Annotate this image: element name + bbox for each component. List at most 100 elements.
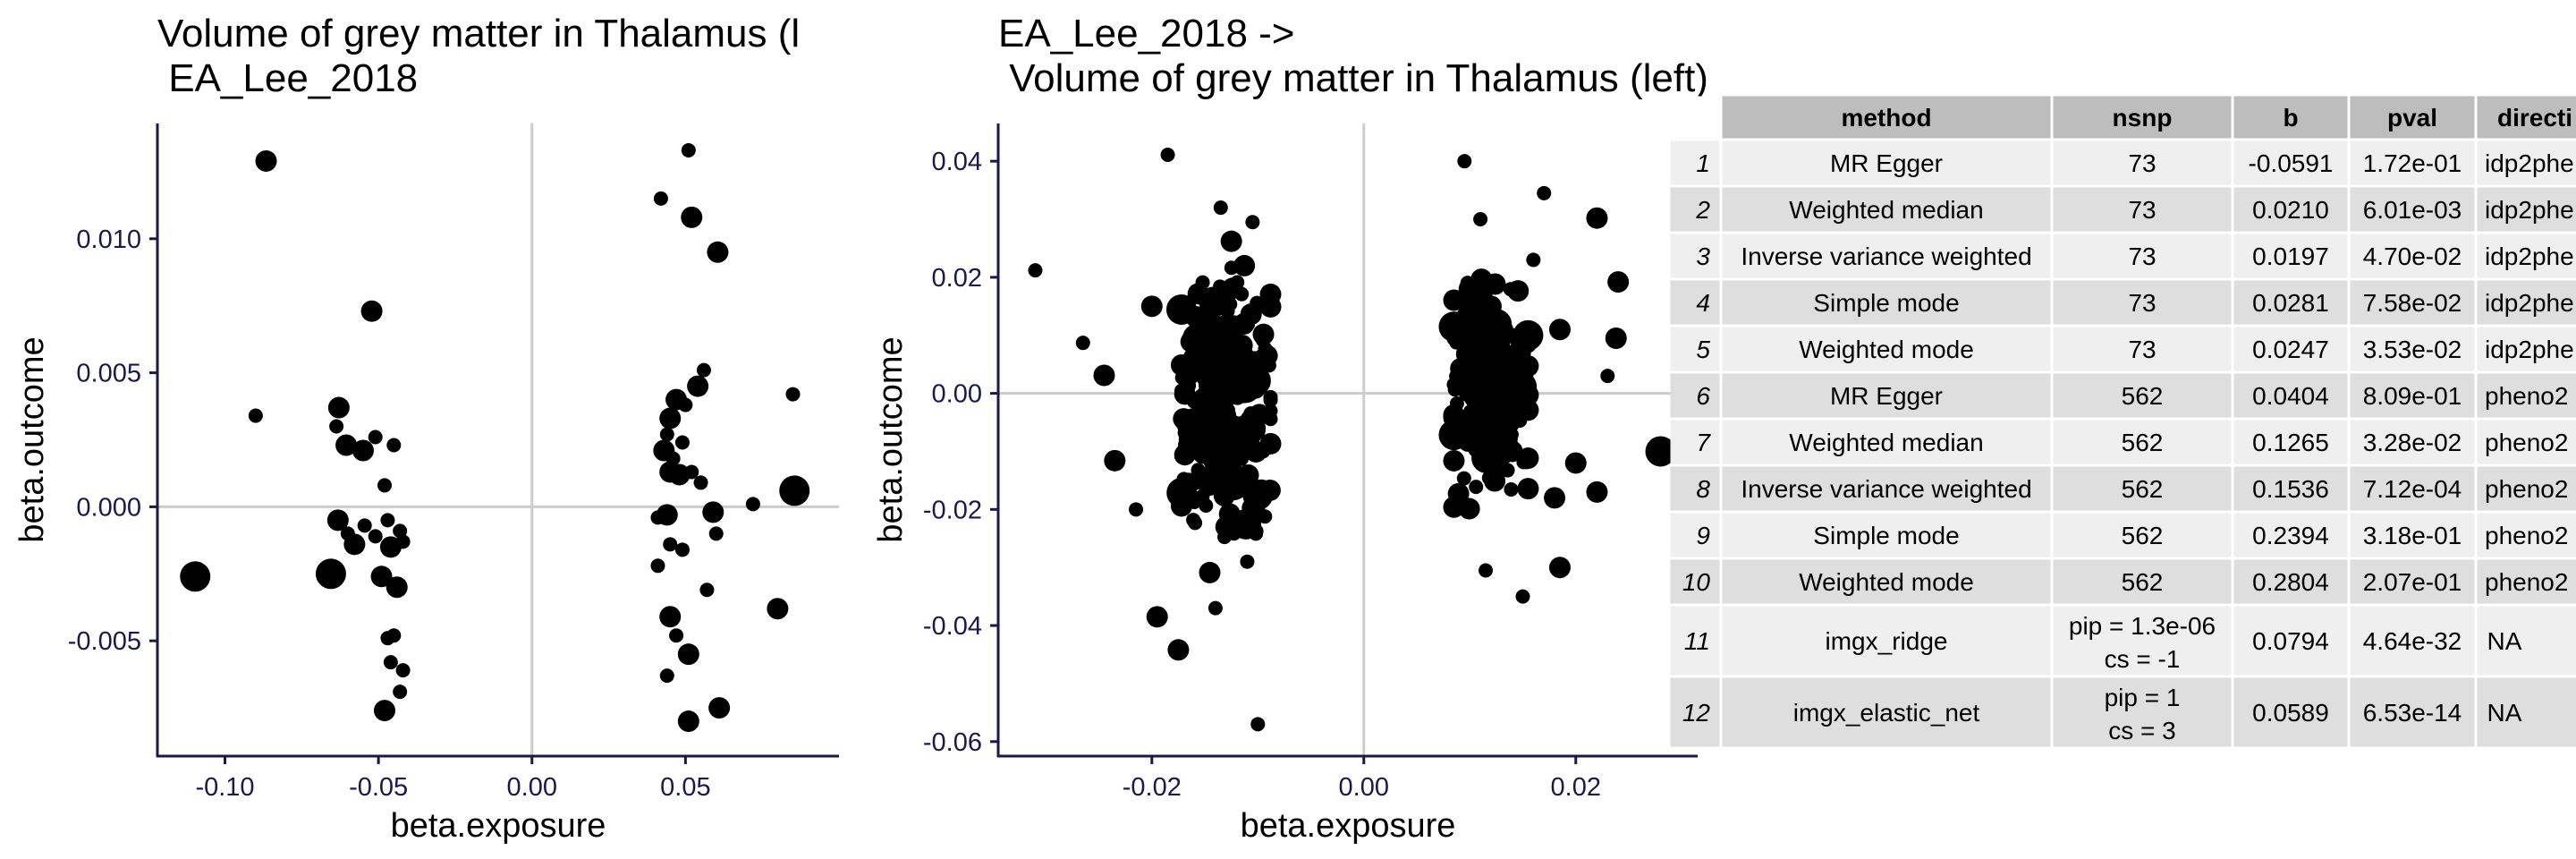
data-point <box>1481 471 1496 486</box>
data-point <box>1259 295 1282 318</box>
table-cell-bg <box>1722 280 2051 325</box>
table-cell-bg <box>1670 513 1720 557</box>
table-row: 5 Weighted mode 73 0.0247 3.53e-02 idp2phe <box>1670 327 2576 371</box>
table-cell-bg <box>2233 327 2348 371</box>
table-cell-bg <box>1722 513 2051 557</box>
y-tick-label: -0.06 <box>923 728 982 757</box>
y-tick-label: 0.000 <box>76 493 141 522</box>
x-axis-label: beta.exposure <box>391 807 606 845</box>
table-cell-bg <box>2477 466 2576 511</box>
data-point <box>1526 252 1541 268</box>
data-point <box>1028 263 1043 278</box>
direction-cell: NA <box>2487 699 2522 727</box>
table-cell-bg <box>1670 140 1720 185</box>
data-point <box>1174 476 1189 491</box>
data-point <box>779 475 810 506</box>
data-point <box>1170 353 1192 376</box>
data-point <box>1234 335 1250 350</box>
b-cell: 0.0794 <box>2252 627 2329 655</box>
table-cell-bg <box>1722 606 2051 676</box>
b-cell: 0.0210 <box>2252 196 2329 224</box>
data-point <box>684 464 699 480</box>
data-point <box>368 430 383 445</box>
data-point <box>659 427 674 442</box>
data-point <box>386 438 402 453</box>
data-point <box>1129 502 1144 517</box>
nsnp-cell: 562 <box>2122 568 2164 596</box>
data-point <box>708 697 731 719</box>
pval-cell: 6.53e-14 <box>2363 699 2462 727</box>
pval-cell: 2.07e-01 <box>2363 568 2462 596</box>
table-cell-bg <box>1722 373 2051 418</box>
data-point <box>329 419 344 434</box>
data-point <box>1586 207 1608 229</box>
data-point <box>1195 489 1210 504</box>
pval-cell: 3.28e-02 <box>2363 429 2462 456</box>
data-point <box>1443 429 1465 451</box>
data-point <box>1178 449 1193 464</box>
nsnp-cell: 562 <box>2122 429 2164 456</box>
table-cell-bg <box>2477 327 2576 371</box>
data-point <box>352 439 374 462</box>
data-point <box>708 526 724 541</box>
table-cell-bg <box>2350 466 2475 511</box>
table-cell-bg <box>2477 677 2576 747</box>
table-cell-bg <box>1670 420 1720 464</box>
data-point <box>1501 440 1523 463</box>
table-cell-bg <box>2350 559 2475 604</box>
data-point <box>393 523 408 539</box>
data-point <box>1250 295 1265 310</box>
b-cell: 0.2804 <box>2252 568 2329 596</box>
table-header-cell: directi <box>2497 104 2572 132</box>
table-row: 8 Inverse variance weighted 562 0.1536 7.12e… <box>1670 466 2576 511</box>
table-cell-bg <box>1722 420 2051 464</box>
data-point <box>681 142 696 157</box>
b-cell: 0.0197 <box>2252 242 2329 270</box>
table-cell-bg <box>2053 373 2232 418</box>
table-cell-bg <box>2477 513 2576 557</box>
nsnp-cell: 73 <box>2128 196 2156 224</box>
y-tick-label: 0.04 <box>932 148 982 176</box>
table-cell-bg <box>1722 96 2051 139</box>
data-point <box>1456 471 1471 486</box>
data-point <box>1146 606 1168 628</box>
y-tick-label: -0.04 <box>923 612 982 641</box>
table-header-cell: method <box>1841 104 1931 132</box>
nsnp-cell: 562 <box>2122 522 2164 549</box>
table-cell-bg <box>2350 677 2475 747</box>
table-header-cell: b <box>2283 104 2298 132</box>
data-point <box>1170 489 1192 512</box>
data-point <box>1167 639 1190 661</box>
data-point <box>1487 332 1502 347</box>
data-point <box>1215 515 1237 538</box>
data-point <box>1460 331 1475 346</box>
x-tick-label: -0.05 <box>349 773 408 802</box>
data-point <box>745 497 760 512</box>
data-point <box>1477 387 1499 409</box>
data-point <box>1544 487 1566 509</box>
data-point <box>1460 276 1475 291</box>
data-point <box>1252 323 1275 345</box>
row-number: 6 <box>1696 382 1710 410</box>
data-point <box>1537 185 1552 200</box>
direction-cell: pheno2 <box>2485 568 2568 596</box>
table-header-cell: nsnp <box>2113 104 2173 132</box>
data-point <box>1443 289 1465 311</box>
y-tick-label: 0.00 <box>932 380 982 409</box>
table-cell-bg <box>2350 327 2475 371</box>
data-point <box>1499 411 1521 433</box>
scatter-panel-1: -0.10 -0.05 0.00 0.05 -0.005 0.000 0.005 0.010 b… <box>13 12 839 845</box>
method-cell: Simple mode <box>1813 522 1959 549</box>
data-point <box>1607 271 1630 293</box>
method-cell: MR Egger <box>1830 382 1943 410</box>
data-point <box>1173 408 1195 430</box>
data-point <box>681 206 703 228</box>
data-point <box>383 655 398 670</box>
data-point <box>248 408 263 423</box>
direction-cell: idp2phe <box>2485 336 2574 363</box>
data-point <box>1446 404 1462 420</box>
data-point <box>1208 600 1223 616</box>
table-cell-bg <box>2053 327 2232 371</box>
